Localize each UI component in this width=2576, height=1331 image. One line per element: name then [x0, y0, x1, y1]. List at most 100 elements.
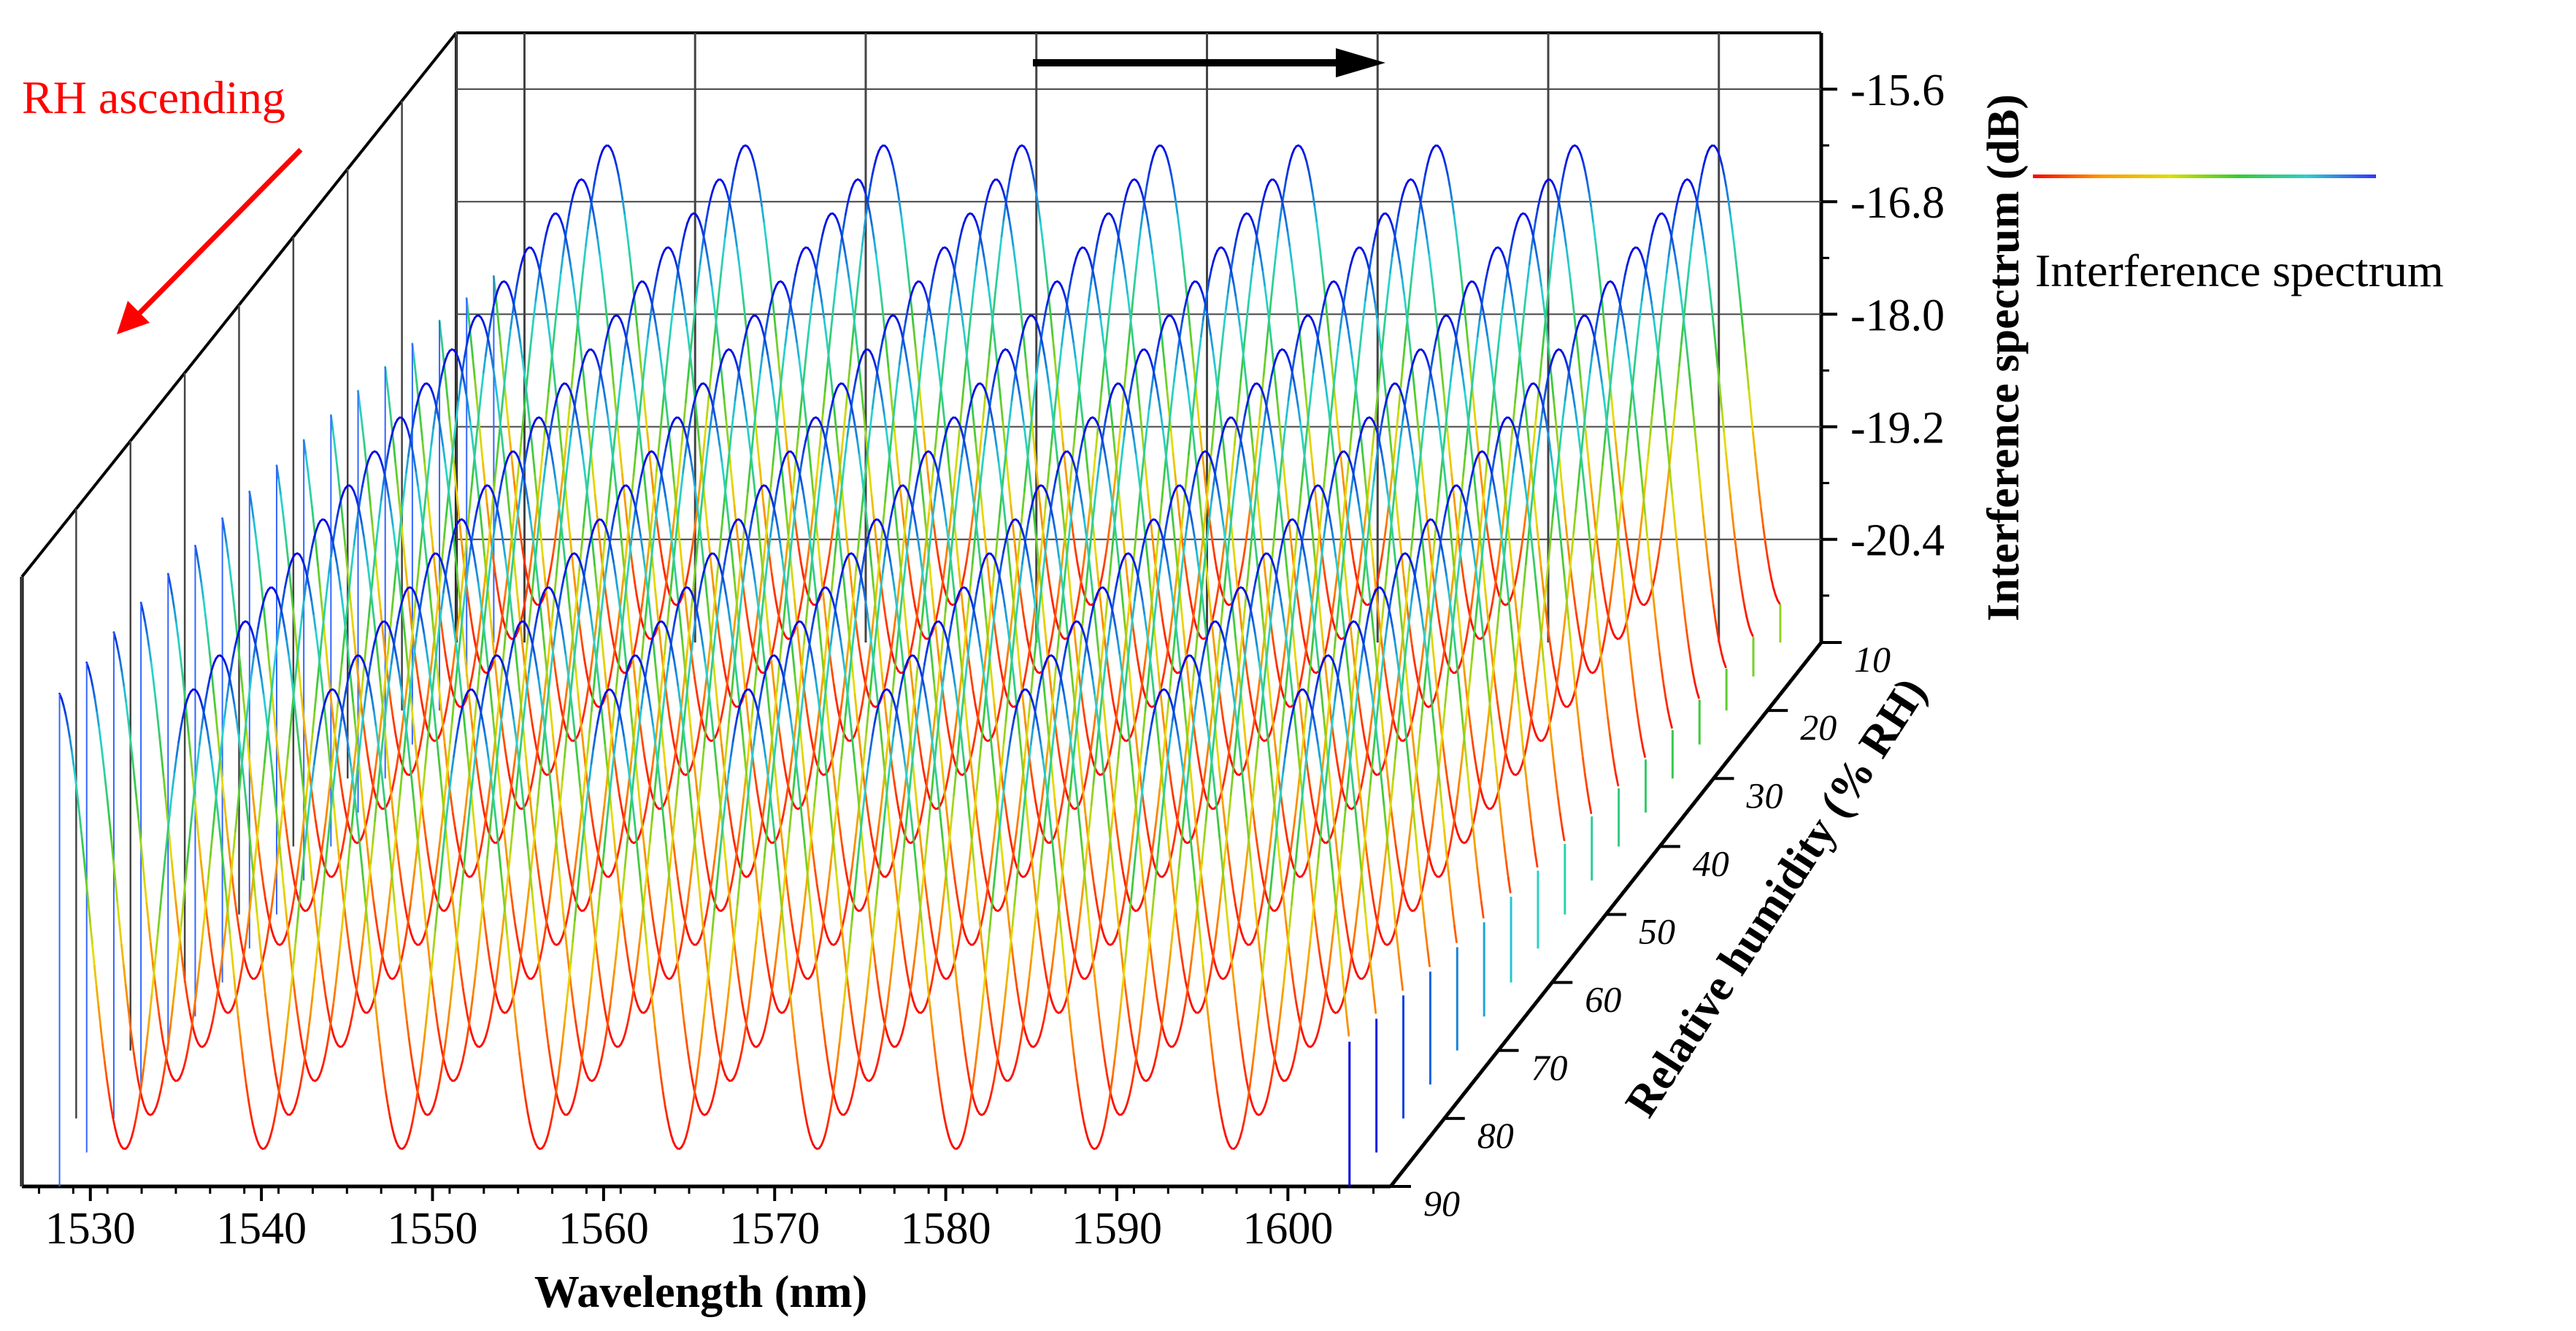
series-segment: [1123, 194, 1127, 206]
series-segment: [1112, 430, 1116, 453]
series-segment: [1237, 222, 1242, 232]
series-segment: [1037, 340, 1042, 358]
series-segment: [644, 482, 648, 506]
series-segment: [1436, 605, 1440, 622]
series-segment: [1080, 583, 1085, 593]
series-segment: [1511, 229, 1516, 241]
series-segment: [822, 576, 827, 588]
series-segment: [1283, 416, 1288, 437]
series-segment: [1366, 730, 1372, 748]
series-segment: [1264, 185, 1269, 193]
series-segment: [867, 641, 872, 661]
series-segment: [572, 342, 577, 367]
series-segment: [477, 494, 482, 516]
series-segment: [521, 357, 526, 377]
series-segment: [1485, 269, 1489, 281]
series-segment: [405, 455, 410, 474]
series-segment: [1653, 318, 1657, 337]
series-segment: [1453, 567, 1458, 591]
series-segment: [886, 458, 891, 481]
series-segment: [858, 355, 863, 364]
series-segment: [915, 602, 920, 619]
series-segment: [1631, 676, 1636, 696]
series-segment: [1685, 629, 1690, 647]
series-segment: [1472, 353, 1477, 374]
series-segment: [1465, 406, 1470, 426]
series-segment: [688, 415, 693, 429]
series-segment: [1197, 482, 1202, 506]
series-segment: [885, 619, 889, 634]
series-segment: [554, 522, 558, 540]
series-segment: [583, 244, 587, 265]
series-segment: [1262, 411, 1267, 429]
series-segment: [464, 661, 469, 685]
series-segment: [583, 701, 588, 715]
series-segment: [1169, 614, 1174, 633]
series-segment: [1277, 681, 1282, 697]
series-segment: [1519, 644, 1523, 664]
series-segment: [1151, 367, 1156, 378]
series-segment: [1587, 587, 1592, 607]
series-segment: [1531, 694, 1536, 713]
series-segment: [1423, 225, 1429, 241]
series-segment: [1201, 452, 1206, 474]
series-segment: [553, 573, 558, 597]
series-segment: [1001, 681, 1005, 697]
series-segment: [863, 211, 868, 229]
series-segment: [780, 578, 785, 597]
series-segment: [1437, 479, 1442, 503]
series-segment: [1439, 458, 1444, 481]
series-segment: [1121, 650, 1126, 671]
series-segment: [964, 559, 968, 573]
series-segment: [669, 307, 674, 328]
series-segment: [896, 363, 901, 383]
series-segment: [1453, 537, 1458, 561]
series-segment: [1434, 306, 1439, 329]
series-segment: [615, 164, 620, 177]
series-segment: [718, 637, 723, 654]
series-segment: [1136, 701, 1140, 715]
series-segment: [1382, 369, 1387, 391]
series-segment: [1336, 421, 1341, 444]
series-segment: [1023, 468, 1028, 492]
series-segment: [712, 302, 718, 322]
series-segment: [988, 600, 993, 624]
series-segment: [1700, 163, 1705, 175]
series-segment: [1385, 683, 1391, 699]
series-segment: [1283, 207, 1287, 221]
series-segment: [1669, 428, 1675, 451]
series-segment: [1733, 247, 1738, 268]
series-segment: [1102, 552, 1107, 567]
series-segment: [1252, 247, 1256, 266]
series-segment: [1269, 291, 1273, 314]
series-segment: [1288, 597, 1293, 621]
series-segment: [625, 338, 630, 351]
series-segment: [654, 588, 658, 612]
series-segment: [1230, 525, 1235, 549]
series-segment: [756, 180, 761, 195]
series-segment: [1080, 411, 1085, 433]
series-segment: [985, 411, 991, 429]
series-segment: [1530, 226, 1534, 238]
series-segment: [726, 190, 730, 200]
series-segment: [418, 390, 422, 399]
series-segment: [993, 365, 999, 377]
series-segment: [1010, 231, 1015, 248]
series-segment: [390, 701, 394, 718]
series-segment: [339, 504, 345, 526]
series-segment: [1018, 296, 1023, 319]
series-segment: [1358, 599, 1363, 624]
series-segment: [1042, 506, 1047, 530]
series-segment: [599, 564, 604, 587]
series-segment: [1282, 462, 1287, 486]
series-segment: [1012, 245, 1017, 264]
series-segment: [1404, 391, 1408, 407]
series-segment: [1576, 468, 1581, 492]
series-segment: [1510, 238, 1514, 252]
series-segment: [1099, 318, 1104, 337]
series-segment: [1551, 494, 1556, 518]
series-segment: [1145, 212, 1150, 227]
series-segment: [685, 326, 691, 345]
series-segment: [454, 556, 459, 579]
series-segment: [1160, 414, 1164, 432]
